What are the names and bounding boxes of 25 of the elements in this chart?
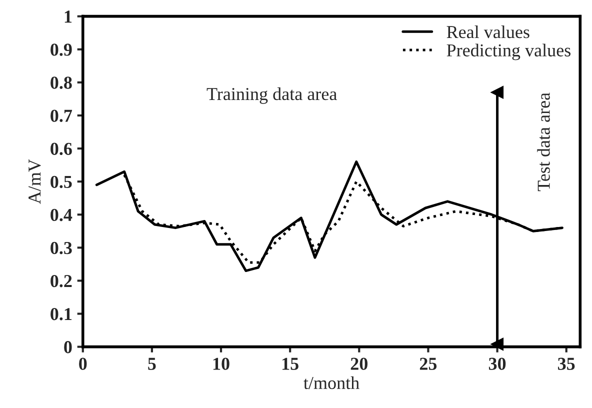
x-tick-label: 10 xyxy=(213,358,230,370)
y-tick-label: 0.6 xyxy=(50,142,72,156)
x-tick-label: 25 xyxy=(420,358,437,370)
legend-label: Real values xyxy=(446,25,530,38)
annotation: Test data area xyxy=(537,92,550,192)
x-tick-label: 0 xyxy=(79,358,87,370)
x-tick-label: 5 xyxy=(148,358,156,370)
x-tick-label: 35 xyxy=(558,358,575,370)
y-tick-label: 0.8 xyxy=(50,76,72,89)
y-tick-label: 0.5 xyxy=(50,176,72,188)
x-axis-title: t/month xyxy=(304,376,360,390)
x-tick-label: 15 xyxy=(282,358,298,370)
y-axis-title: A/mV xyxy=(28,159,41,204)
y-tick-label: 0.3 xyxy=(50,242,72,254)
y-tick-label: 1 xyxy=(64,10,72,23)
x-tick-label: 30 xyxy=(488,358,506,370)
y-tick-label: 0.1 xyxy=(50,308,72,320)
y-tick-label: 0.7 xyxy=(50,110,72,122)
y-tick-label: 0.4 xyxy=(50,208,72,222)
y-tick-label: 0.2 xyxy=(50,274,72,288)
legend-label: Predicting values xyxy=(446,44,570,60)
x-tick-label: 20 xyxy=(350,358,368,370)
annotation: Training data area xyxy=(206,87,337,104)
y-tick-label: 0 xyxy=(64,341,72,354)
y-tick-label: 0.9 xyxy=(50,44,72,56)
